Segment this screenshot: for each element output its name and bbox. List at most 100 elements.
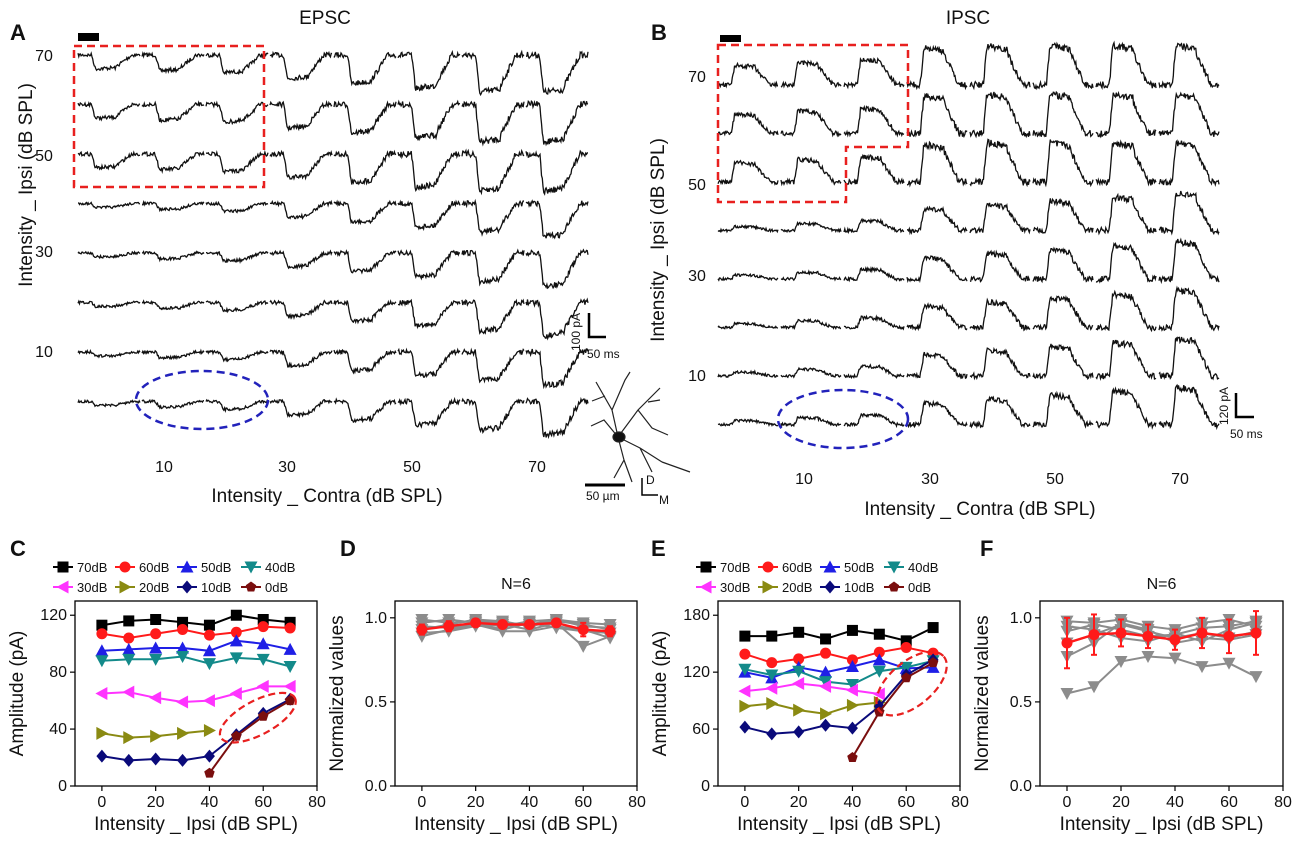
trace (906, 302, 968, 332)
data-point (256, 679, 269, 693)
data-point (603, 619, 617, 632)
data-point (56, 580, 69, 594)
data-point (1142, 630, 1154, 642)
neuron-drawing (590, 371, 691, 483)
trace (906, 140, 968, 188)
data-point (256, 653, 270, 666)
chart-title: N=6 (1147, 576, 1177, 593)
trace (717, 418, 779, 428)
panel-b: B IPSC Intensity _ Ipsi (dB SPL) 70 50 3… (648, 8, 1263, 520)
x-tick-label: 20 (1112, 794, 1130, 811)
trace (77, 299, 141, 309)
data-point (149, 691, 162, 705)
trace (269, 349, 333, 369)
trace (780, 366, 842, 379)
trace (717, 272, 779, 282)
b-xtick: 50 (1046, 471, 1064, 488)
trace (1095, 339, 1157, 381)
y-tick-label: 0 (58, 778, 67, 795)
panel-a-ylabel: Intensity _ Ipsi (dB SPL) (16, 83, 37, 287)
trace (906, 399, 968, 429)
data-point (766, 630, 778, 642)
panel-a-title: EPSC (299, 8, 351, 29)
data-point (244, 561, 258, 574)
trace (525, 99, 589, 147)
data-point (1114, 656, 1128, 669)
x-tick-label: 20 (790, 794, 808, 811)
x-axis-label: Intensity _ Ipsi (dB SPL) (94, 814, 298, 835)
trace (397, 199, 461, 232)
data-point (739, 648, 751, 660)
trace (77, 51, 141, 72)
trace (780, 317, 842, 331)
legend-label: 40dB (908, 560, 938, 575)
data-point (284, 695, 296, 706)
data-point (202, 658, 216, 671)
trace (525, 248, 589, 290)
trace (1158, 285, 1220, 332)
trace (780, 107, 842, 138)
trace (141, 51, 205, 75)
data-point (1249, 671, 1263, 684)
data-point (820, 633, 832, 645)
blue-dashed-ellipse (776, 388, 910, 450)
data-point (846, 721, 858, 735)
data-point (1115, 627, 1127, 639)
trace (525, 396, 589, 440)
trace (397, 347, 461, 379)
data-point (229, 687, 242, 700)
y-tick-label: 80 (49, 664, 67, 681)
trace (525, 297, 589, 341)
trace (461, 347, 525, 384)
panel-f-chart: 0 20 40 60 80 0.0 0.5 1.0 Intensity _ Ipsi (dB S… (972, 576, 1292, 835)
a-xtick: 70 (528, 459, 546, 476)
trace (1033, 197, 1094, 234)
panel-a-xlabel: Intensity _ Contra (dB SPL) (211, 486, 442, 507)
trace (1095, 386, 1157, 430)
y-tick-label: 0.5 (1010, 694, 1032, 711)
trace (461, 397, 525, 434)
data-point (762, 580, 775, 594)
series-line (851, 661, 934, 759)
data-point (846, 654, 858, 666)
trace (141, 150, 205, 174)
trace (333, 397, 397, 424)
trace (906, 44, 968, 91)
trace (205, 398, 269, 413)
series-line (101, 698, 291, 762)
data-point (846, 698, 859, 712)
trace (780, 156, 842, 187)
data-point (793, 626, 805, 638)
panel-f-label: F (980, 536, 993, 561)
data-point (739, 720, 751, 734)
data-point (793, 703, 806, 717)
trace (1032, 343, 1094, 381)
trace (843, 265, 905, 283)
data-point (416, 624, 428, 636)
trace (717, 223, 779, 234)
y-tick-label: 1.0 (1010, 610, 1032, 627)
legend-label: 10dB (844, 580, 874, 595)
y-tick-label: 60 (692, 721, 710, 738)
data-point (284, 616, 296, 628)
data-point (699, 580, 712, 594)
trace (717, 61, 778, 89)
a-ytick: 30 (35, 244, 53, 261)
data-point (845, 683, 858, 697)
blue-dashed-ellipse (134, 369, 270, 431)
data-point (1088, 629, 1100, 641)
data-point (819, 679, 832, 693)
data-point (180, 560, 194, 573)
legend-label: 40dB (265, 560, 295, 575)
trace (77, 348, 141, 359)
legend-label: 0dB (265, 580, 288, 595)
trace (461, 198, 525, 237)
trace (333, 348, 397, 375)
data-point (845, 678, 859, 691)
legend-label: 20dB (782, 580, 812, 595)
trace (269, 50, 333, 82)
scale-x-label: 50 ms (587, 347, 620, 361)
data-point (700, 561, 712, 573)
data-point (1060, 688, 1074, 700)
trace (205, 349, 269, 363)
